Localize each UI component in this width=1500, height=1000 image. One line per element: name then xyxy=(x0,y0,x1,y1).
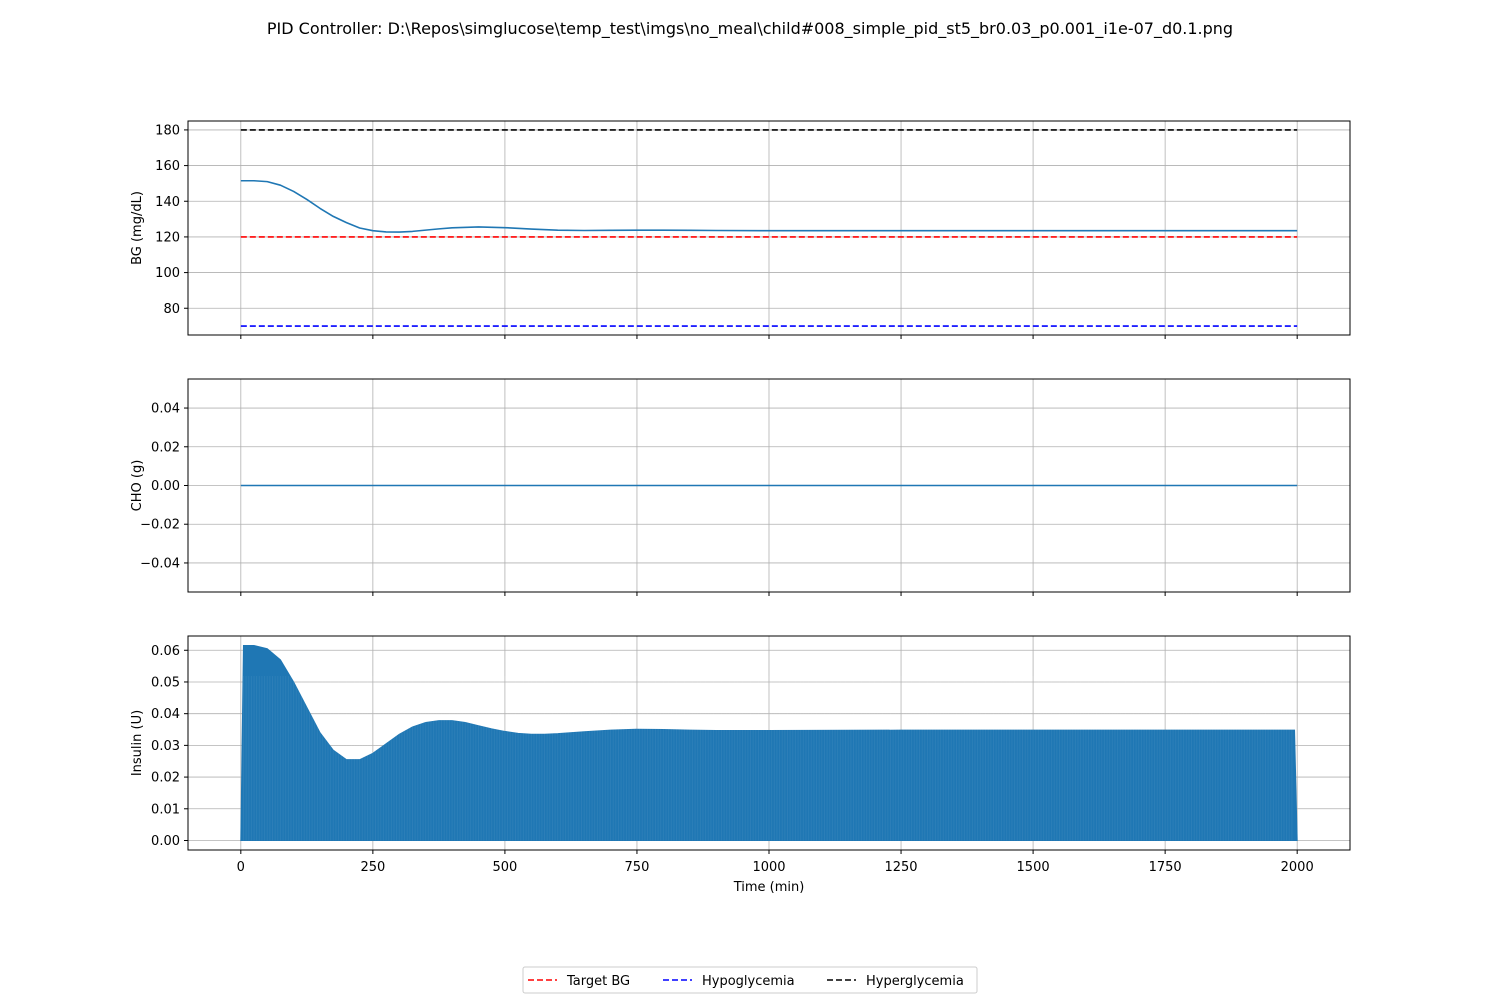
y-tick-label: 140 xyxy=(155,195,180,210)
y-tick-label: 0.03 xyxy=(151,739,180,754)
y-tick-label: 120 xyxy=(155,230,180,245)
subplot-bg: 80 100 120 140 160 180 BG (mg/dL) xyxy=(130,120,1351,339)
series-data-0-area xyxy=(240,645,1298,841)
x-axis-label: Time (min) xyxy=(733,880,805,895)
y-tick-label: 0.05 xyxy=(151,675,180,690)
x-tick-label: 2000 xyxy=(1281,860,1314,875)
y-tick-label: 0.02 xyxy=(151,440,180,455)
legend-label-hyperglycemia: Hyperglycemia xyxy=(866,974,964,989)
subplots: 80 100 120 140 160 180 BG (mg/dL) −0.04 −0.02 0.0… xyxy=(130,120,1351,895)
x-tick-label: 1000 xyxy=(752,860,785,875)
y-tick-label: −0.02 xyxy=(140,518,180,533)
legend-frame xyxy=(522,966,978,994)
y-tick-label: 100 xyxy=(155,266,180,281)
y-tick-label: 0.00 xyxy=(151,834,180,849)
x-tick-label: 500 xyxy=(492,860,517,875)
subplot-cho: −0.04 −0.02 0.00 0.02 0.04 CHO (g) xyxy=(130,378,1351,596)
y-tick-label: 0.01 xyxy=(151,802,180,817)
x-tick-label: 1750 xyxy=(1149,860,1182,875)
y-tick-label: 0.04 xyxy=(151,402,180,417)
y-tick-label: −0.04 xyxy=(140,556,180,571)
series-data-0-line xyxy=(240,179,1298,233)
y-tick-label: 160 xyxy=(155,159,180,174)
legend-label-target-bg: Target BG xyxy=(566,974,630,989)
subplot-insulin: 0.00 0.01 0.02 0.03 0.04 0.05 0.06 0 250 500 750 10… xyxy=(130,635,1351,895)
legend: Target BG Hypoglycemia Hyperglycemia xyxy=(522,966,978,994)
x-tick-label: 750 xyxy=(625,860,650,875)
x-tick-label: 1500 xyxy=(1017,860,1050,875)
y-tick-label: 0.04 xyxy=(151,707,180,722)
y-tick-label: 0.02 xyxy=(151,771,180,786)
y-axis-label: BG (mg/dL) xyxy=(130,191,145,265)
y-tick-label: 0.06 xyxy=(151,644,180,659)
y-tick-label: 80 xyxy=(163,302,180,317)
y-axis-label: Insulin (U) xyxy=(130,710,145,776)
legend-label-hypoglycemia: Hypoglycemia xyxy=(702,974,795,989)
x-tick-label: 1250 xyxy=(884,860,917,875)
y-tick-label: 180 xyxy=(155,123,180,138)
figure-title: PID Controller: D:\Repos\simglucose\temp… xyxy=(267,19,1233,39)
y-tick-label: 0.00 xyxy=(151,479,180,494)
x-tick-label: 0 xyxy=(237,860,245,875)
x-tick-label: 250 xyxy=(360,860,385,875)
y-axis-label: CHO (g) xyxy=(130,460,145,512)
